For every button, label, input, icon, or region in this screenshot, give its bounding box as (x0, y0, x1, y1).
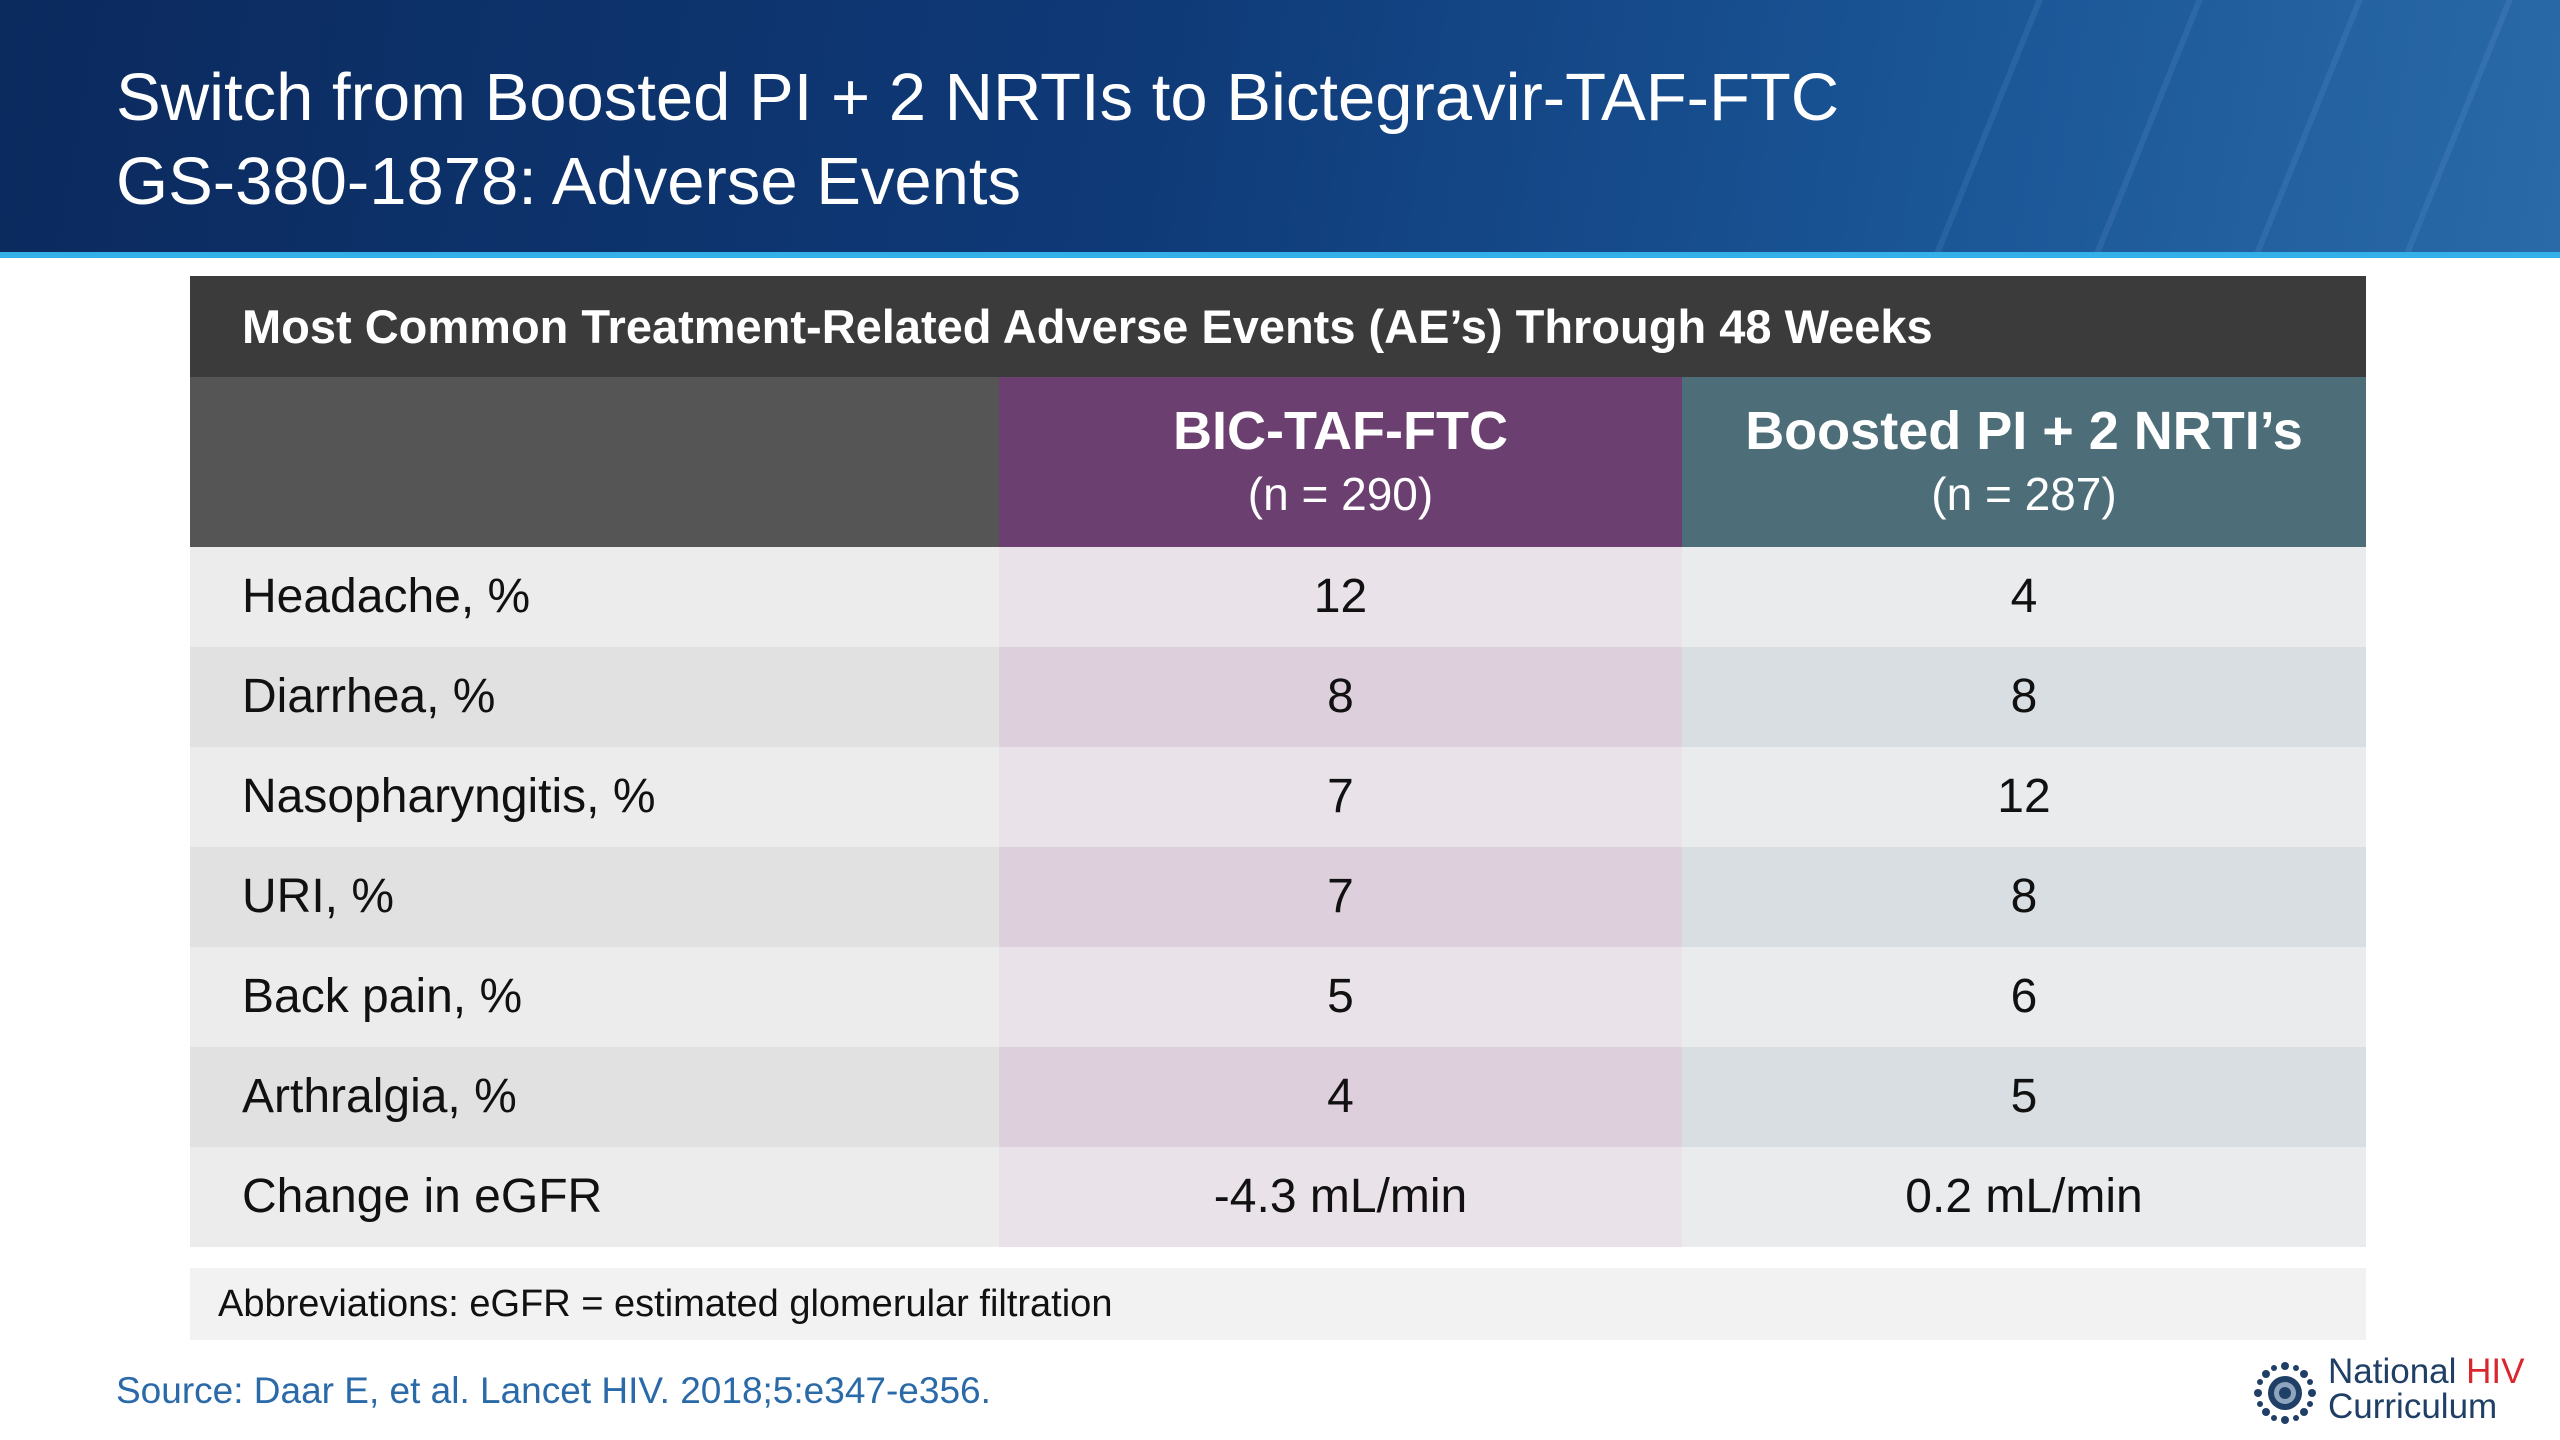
table-row: Diarrhea, % 8 8 (190, 647, 2366, 747)
source-citation: Source: Daar E, et al. Lancet HIV. 2018;… (116, 1370, 991, 1411)
cell-boosted-pi: 8 (1682, 847, 2366, 947)
cell-boosted-pi: 8 (1682, 647, 2366, 747)
table-row: Back pain, % 5 6 (190, 947, 2366, 1047)
cell-boosted-pi: 0.2 mL/min (1682, 1147, 2366, 1247)
abbreviations-note: Abbreviations: eGFR = estimated glomerul… (190, 1268, 2366, 1340)
cell-bic-taf-ftc: 8 (999, 647, 1682, 747)
table-row: Nasopharyngitis, % 7 12 (190, 747, 2366, 847)
slide-title-line-1: Switch from Boosted PI + 2 NRTIs to Bict… (116, 60, 1840, 135)
row-label: Headache, % (190, 547, 999, 647)
cell-bic-taf-ftc: 5 (999, 947, 1682, 1047)
header-accent-line (0, 252, 2560, 258)
column-name: BIC-TAF-FTC (1173, 401, 1508, 461)
row-label: Back pain, % (190, 947, 999, 1047)
cell-boosted-pi: 4 (1682, 547, 2366, 647)
header-blank-cell (190, 377, 999, 547)
table-row: URI, % 7 8 (190, 847, 2366, 947)
cell-boosted-pi: 5 (1682, 1047, 2366, 1147)
logo-word-national: National (2328, 1352, 2457, 1391)
row-label: Nasopharyngitis, % (190, 747, 999, 847)
logo-text: National HIV Curriculum (2328, 1354, 2525, 1424)
cell-bic-taf-ftc: 7 (999, 847, 1682, 947)
table-row: Arthralgia, % 4 5 (190, 1047, 2366, 1147)
table-title: Most Common Treatment-Related Adverse Ev… (190, 276, 2366, 377)
cell-bic-taf-ftc: -4.3 mL/min (999, 1147, 1682, 1247)
cell-bic-taf-ftc: 12 (999, 547, 1682, 647)
row-label: Diarrhea, % (190, 647, 999, 747)
cell-bic-taf-ftc: 4 (999, 1047, 1682, 1147)
table-row: Headache, % 12 4 (190, 547, 2366, 647)
column-header-bic-taf-ftc: BIC-TAF-FTC (n = 290) (999, 377, 1682, 547)
slide-title-line-2: GS-380-1878: Adverse Events (116, 144, 1022, 219)
table-row: Change in eGFR -4.3 mL/min 0.2 mL/min (190, 1147, 2366, 1247)
column-n: (n = 287) (1931, 468, 2117, 520)
column-header-boosted-pi: Boosted PI + 2 NRTI’s (n = 287) (1682, 377, 2366, 547)
national-hiv-curriculum-logo-icon (2254, 1362, 2316, 1424)
national-hiv-curriculum-logo: National HIV Curriculum (2252, 1354, 2542, 1430)
column-name: Boosted PI + 2 NRTI’s (1745, 401, 2303, 461)
row-label: Arthralgia, % (190, 1047, 999, 1147)
logo-word-hiv: HIV (2466, 1352, 2525, 1391)
row-label: URI, % (190, 847, 999, 947)
adverse-events-table: Most Common Treatment-Related Adverse Ev… (190, 276, 2366, 1247)
table-header-row: BIC-TAF-FTC (n = 290) Boosted PI + 2 NRT… (190, 377, 2366, 547)
cell-bic-taf-ftc: 7 (999, 747, 1682, 847)
column-n: (n = 290) (1247, 468, 1434, 520)
logo-word-curriculum: Curriculum (2328, 1387, 2498, 1426)
title-banner: Switch from Boosted PI + 2 NRTIs to Bict… (0, 0, 2560, 252)
cell-boosted-pi: 12 (1682, 747, 2366, 847)
row-label: Change in eGFR (190, 1147, 999, 1247)
slide-title: Switch from Boosted PI + 2 NRTIs to Bict… (116, 56, 1839, 224)
cell-boosted-pi: 6 (1682, 947, 2366, 1047)
